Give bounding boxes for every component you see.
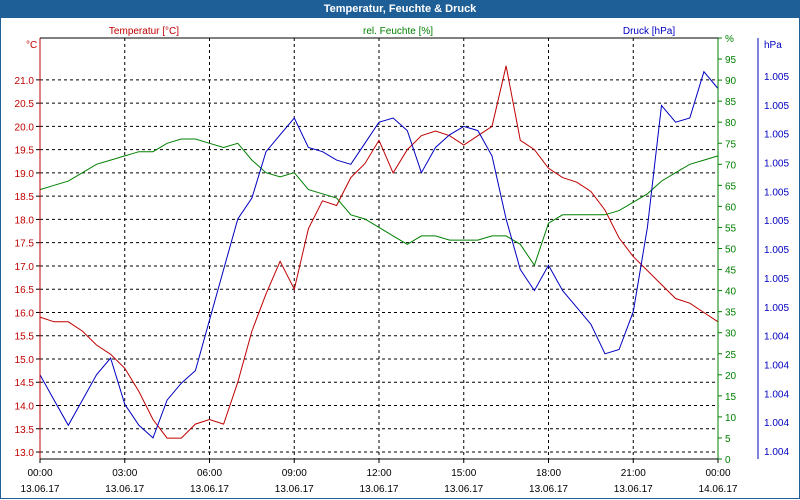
humidity-tick-label: 65: [725, 181, 737, 192]
temp-tick-label: 15.0: [15, 355, 35, 366]
temp-tick-label: 19.5: [15, 146, 35, 157]
humidity-tick-label: 25: [725, 350, 737, 361]
humidity-tick-label: 15: [725, 392, 737, 403]
x-tick-date: 13.06.17: [529, 484, 568, 495]
temp-tick-label: 21.0: [15, 76, 35, 87]
x-tick-date: 13.06.17: [190, 484, 229, 495]
x-tick-time: 03:00: [112, 468, 137, 479]
x-tick-time: 09:00: [282, 468, 307, 479]
humidity-tick-label: 50: [725, 245, 737, 256]
temp-tick-label: 19.0: [15, 169, 35, 180]
x-tick-time: 21:00: [621, 468, 646, 479]
humidity-tick-label: 85: [725, 97, 737, 108]
humidity-tick-label: 30: [725, 329, 737, 340]
pressure-tick-label: 1.004: [764, 360, 789, 371]
legend-humidity: rel. Feuchte [%]: [363, 26, 433, 37]
humidity-tick-label: 20: [725, 371, 737, 382]
axes-layer: [36, 37, 759, 463]
pressure-tick-label: 1.005: [764, 130, 789, 141]
x-tick-time: 06:00: [197, 468, 222, 479]
x-tick-date: 14.06.17: [699, 484, 738, 495]
humidity-tick-label: 40: [725, 287, 737, 298]
temp-tick-label: 17.0: [15, 262, 35, 273]
x-tick-time: 00:00: [27, 468, 52, 479]
humidity-tick-label: 55: [725, 223, 737, 234]
labels-layer: 00:00 13.06.17 03:00 13.06.17 06:00 13.06.17 0…: [15, 26, 790, 495]
temp-tick-label: 15.5: [15, 332, 35, 343]
pressure-axis-unit: hPa: [764, 40, 782, 51]
temp-tick-label: 18.0: [15, 215, 35, 226]
window-title: Temperatur, Feuchte & Druck: [0, 0, 800, 18]
pressure-tick-label: 1.005: [764, 101, 789, 112]
pressure-tick-label: 1.004: [764, 389, 789, 400]
humidity-tick-label: 60: [725, 202, 737, 213]
temp-tick-label: 14.5: [15, 378, 35, 389]
temp-tick-label: 17.5: [15, 239, 35, 250]
humidity-tick-label: 80: [725, 118, 737, 129]
temp-tick-label: 16.0: [15, 308, 35, 319]
x-tick-date: 13.06.17: [21, 484, 60, 495]
series-layer: [39, 65, 719, 439]
pressure-tick-label: 1.005: [764, 159, 789, 170]
series-line-humidity: [39, 138, 719, 267]
temp-axis-unit: °C: [26, 40, 37, 51]
x-tick-date: 13.06.17: [360, 484, 399, 495]
x-tick-date: 13.06.17: [105, 484, 144, 495]
temp-tick-label: 16.5: [15, 285, 35, 296]
humidity-tick-label: 90: [725, 76, 737, 87]
legend-temperature: Temperatur [°C]: [109, 26, 179, 37]
x-tick-time: 00:00: [705, 468, 730, 479]
humidity-tick-label: 0: [725, 455, 731, 466]
x-tick-date: 13.06.17: [275, 484, 314, 495]
pressure-tick-label: 1.004: [764, 418, 789, 429]
x-tick-time: 18:00: [536, 468, 561, 479]
series-line-temperature: [39, 65, 719, 439]
x-tick-date: 13.06.17: [614, 484, 653, 495]
x-tick-date: 13.06.17: [444, 484, 483, 495]
humidity-tick-label: 10: [725, 413, 737, 424]
temp-tick-label: 14.0: [15, 402, 35, 413]
temp-tick-label: 13.0: [15, 448, 35, 459]
humidity-tick-label: %: [725, 34, 734, 45]
humidity-tick-label: 45: [725, 266, 737, 277]
pressure-tick-label: 1.005: [764, 187, 789, 198]
humidity-tick-label: 70: [725, 160, 737, 171]
humidity-tick-label: 75: [725, 139, 737, 150]
series-line-pressure: [39, 70, 719, 439]
temp-tick-label: 18.5: [15, 192, 35, 203]
x-tick-time: 15:00: [451, 468, 476, 479]
pressure-tick-label: 1.005: [764, 72, 789, 83]
x-tick-time: 12:00: [366, 468, 391, 479]
pressure-tick-label: 1.005: [764, 216, 789, 227]
pressure-tick-label: 1.005: [764, 245, 789, 256]
legend-pressure: Druck [hPa]: [623, 26, 675, 37]
pressure-tick-label: 1.005: [764, 274, 789, 285]
pressure-tick-label: 1.004: [764, 447, 789, 458]
humidity-tick-label: 95: [725, 55, 737, 66]
temp-tick-label: 20.0: [15, 122, 35, 133]
temp-tick-label: 13.5: [15, 425, 35, 436]
pressure-tick-label: 1.004: [764, 332, 789, 343]
pressure-tick-label: 1.005: [764, 303, 789, 314]
humidity-tick-label: 5: [725, 434, 731, 445]
humidity-tick-label: 35: [725, 308, 737, 319]
temp-tick-label: 20.5: [15, 99, 35, 110]
grid: [40, 38, 718, 459]
